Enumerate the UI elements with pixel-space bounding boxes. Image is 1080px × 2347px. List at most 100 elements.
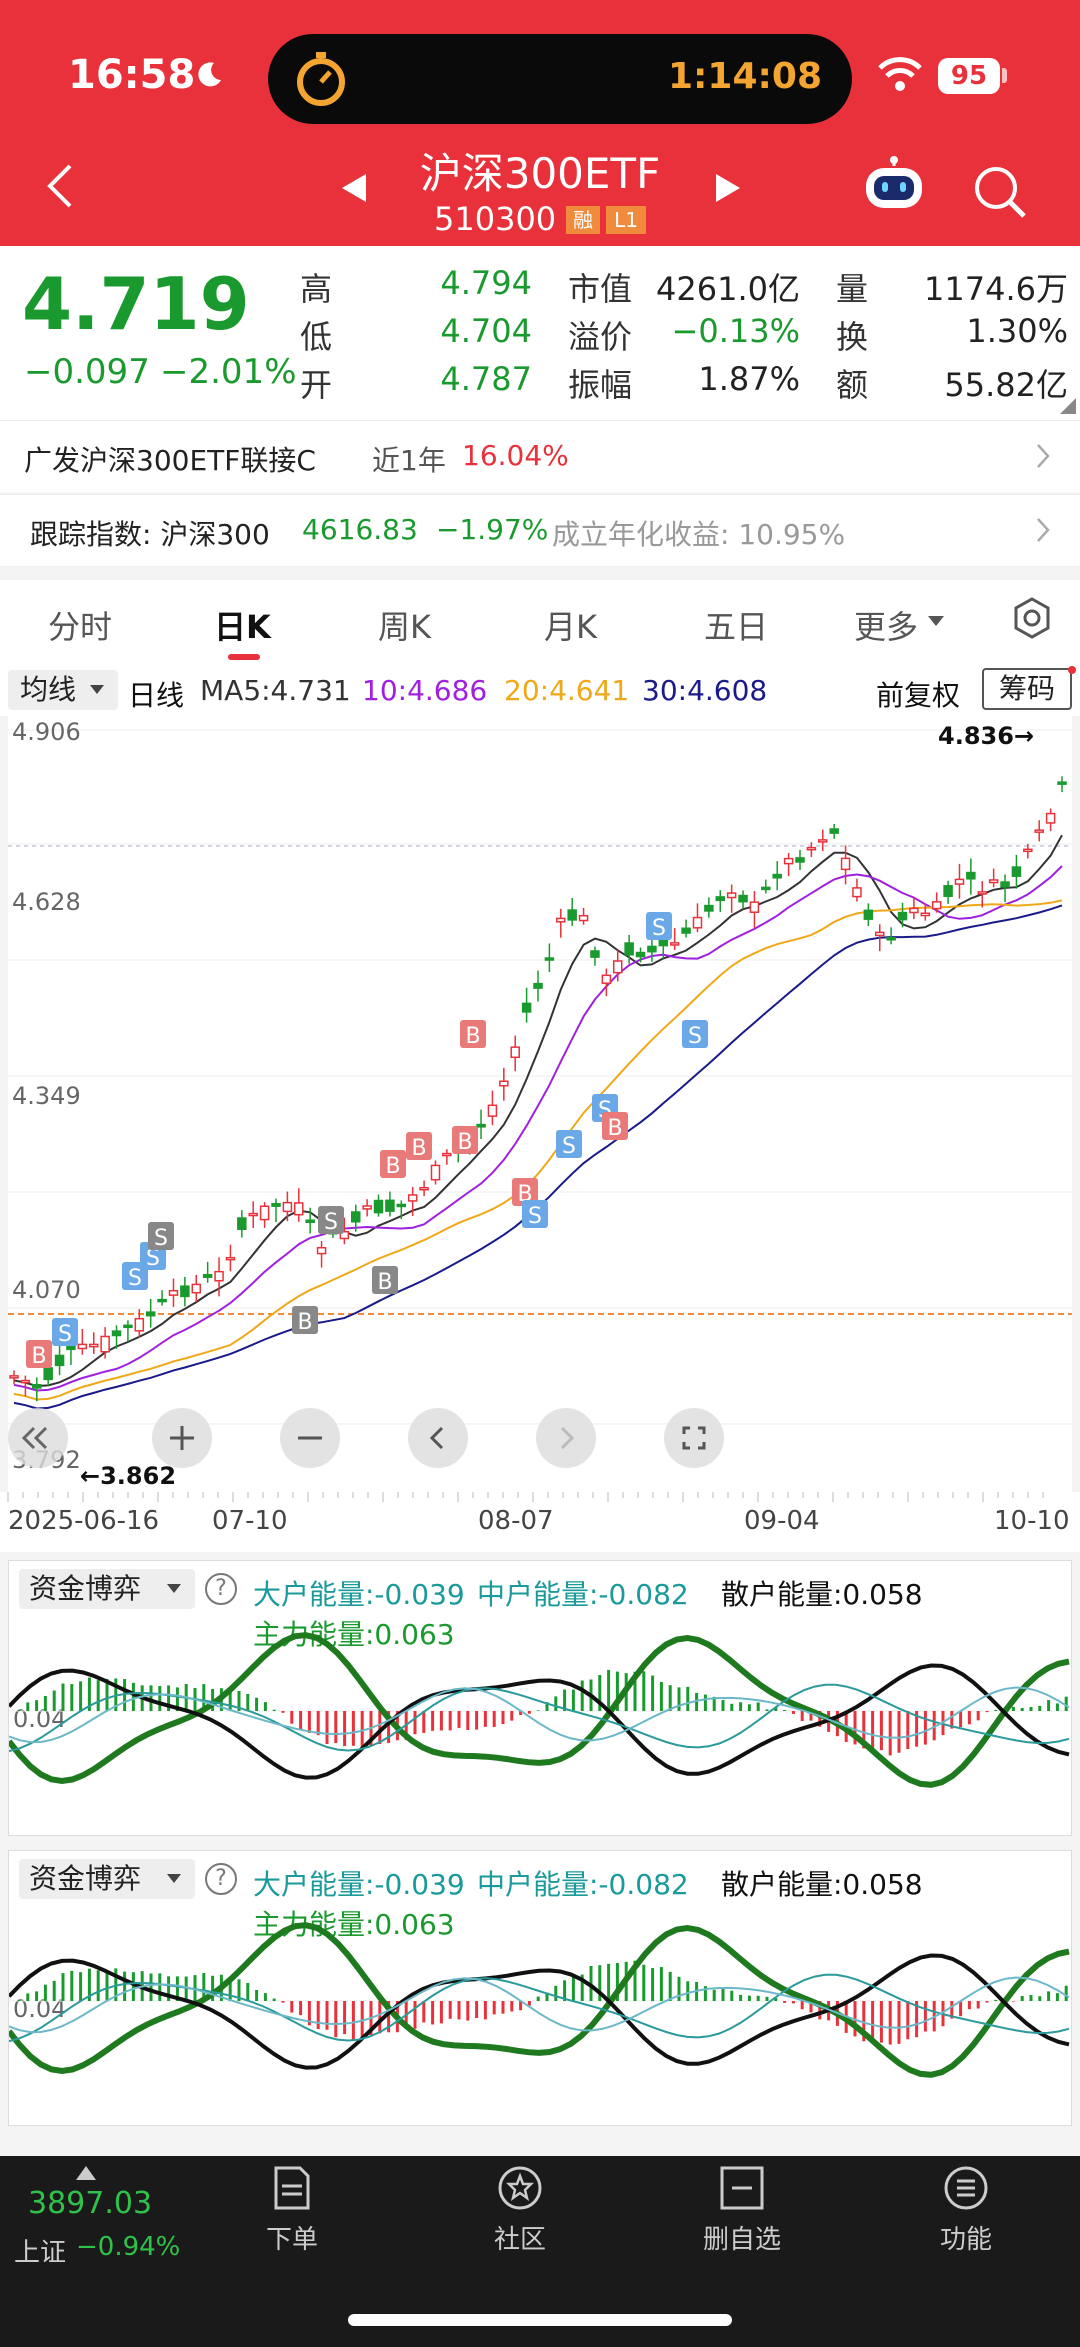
dynamic-island: 1:14:08 (268, 34, 852, 124)
candle-body (271, 1202, 281, 1207)
chip-distribution-button[interactable]: 筹码 (982, 668, 1072, 710)
tab-more[interactable]: 更多 (854, 608, 919, 646)
mid-energy-line (9, 1976, 1070, 2034)
candle-body (692, 916, 703, 929)
candle-body (578, 914, 589, 922)
capital-game-panel-2[interactable]: 资金博弈 ? 大户能量:-0.039 中户能量:-0.082 散户能量:0.05… (8, 1850, 1073, 2126)
marker-label: S (58, 1322, 72, 1347)
nav-remove-watchlist-label: 删自选 (702, 2225, 781, 2255)
quote-label: 市值 (568, 270, 633, 308)
candle-body (259, 1205, 270, 1221)
low-marker: ←3.862 (80, 1462, 177, 1490)
candle-body (362, 1205, 372, 1210)
buy-marker (292, 1306, 318, 1334)
candle-body (590, 950, 600, 958)
quote-value: 4.704 (440, 312, 532, 350)
chevron-right-icon (1037, 444, 1050, 468)
marker-label: B (31, 1344, 46, 1369)
gear-icon[interactable] (1010, 596, 1054, 640)
main-energy: 主力能量:0.063 (253, 1618, 455, 1651)
candle-body (9, 1375, 19, 1379)
nav-community[interactable]: 社区 (450, 2164, 590, 2256)
caret-down-icon (167, 1874, 181, 1883)
candle-body (738, 894, 748, 903)
ma20-line (13, 899, 1063, 1401)
candle-body (931, 901, 942, 910)
caret-up-icon (76, 2166, 96, 2180)
candle-body (647, 945, 657, 953)
candle-body (294, 1202, 304, 1216)
marker-label: S (562, 1134, 576, 1159)
candle-body (920, 912, 931, 917)
track-label: 跟踪指数: 沪深300 (30, 518, 270, 551)
minus-icon (298, 1436, 322, 1440)
date-label: 08-07 (478, 1506, 554, 1536)
candle-body (749, 901, 760, 913)
expand-corner-icon[interactable] (1060, 398, 1076, 414)
nav-functions[interactable]: 功能 (896, 2164, 1036, 2256)
nav-order[interactable]: 下单 (222, 2164, 362, 2256)
adjust-mode[interactable]: 前复权 (876, 679, 961, 712)
candle-body (556, 917, 566, 923)
marker-label: B (465, 1024, 480, 1049)
robot-assistant-icon[interactable] (862, 156, 926, 212)
prev-stock-icon[interactable] (340, 172, 368, 204)
capital-game-panel-1[interactable]: 资金博弈 ? 大户能量:-0.039 中户能量:-0.082 散户能量:0.05… (8, 1560, 1073, 1836)
fund-period: 近1年 (372, 444, 446, 477)
index-value[interactable]: 3897.03 (28, 2186, 153, 2221)
chevron-right-icon (560, 1426, 575, 1450)
y-label-4: 4.070 (12, 1276, 81, 1304)
candle-body (180, 1285, 190, 1298)
tab-daily-k[interactable]: 日K (214, 608, 271, 646)
scroll-right-button[interactable] (536, 1408, 596, 1468)
candle-body (544, 957, 555, 961)
nav-remove-watchlist[interactable]: 删自选 (672, 2164, 812, 2256)
nav-functions-label: 功能 (939, 2225, 992, 2255)
help-icon[interactable]: ? (205, 1573, 237, 1605)
tab-weekly-k[interactable]: 周K (378, 608, 431, 646)
candle-body (145, 1311, 156, 1317)
tracking-index-row[interactable]: 跟踪指数: 沪深300 4616.83 −1.97% 成立年化收益: 10.95… (0, 494, 1080, 566)
quote-value: 4.787 (440, 360, 532, 398)
tab-monthly-k[interactable]: 月K (544, 608, 597, 646)
home-indicator (348, 2314, 732, 2326)
buy-marker (380, 1150, 406, 1178)
fullscreen-button[interactable] (664, 1408, 724, 1468)
marker-label: S (652, 916, 666, 941)
indicator-select[interactable]: 均线 (8, 670, 118, 710)
candle-body (419, 1186, 429, 1191)
search-icon[interactable] (972, 164, 1028, 220)
indicator-select[interactable]: 资金博弈 (19, 1569, 195, 1609)
ma-legend-bar: 均线 日线 MA5:4.731 10:4.686 20:4.641 30:4.6… (0, 666, 1080, 716)
margin-tag: 融 (566, 206, 600, 234)
date-ticks (7, 1492, 1044, 1502)
marker-label: B (607, 1116, 622, 1141)
scroll-left-button[interactable] (408, 1408, 468, 1468)
period-tabs: 分时 日K 周K 月K 五日 更多 (0, 580, 1080, 666)
back-icon[interactable] (44, 162, 74, 210)
date-label: 2025-06-16 (8, 1506, 160, 1536)
battery-tip (1002, 68, 1007, 83)
candle-body (339, 1230, 350, 1240)
candle-body (1000, 881, 1010, 888)
indicator-select[interactable]: 资金博弈 (19, 1859, 195, 1899)
candle-body (624, 942, 634, 956)
menu-icon (944, 2166, 988, 2210)
candle-body (806, 846, 817, 851)
tab-five-day[interactable]: 五日 (704, 608, 769, 646)
sell-marker (148, 1222, 174, 1250)
zoom-in-button[interactable] (152, 1408, 212, 1468)
tab-intraday[interactable]: 分时 (48, 608, 113, 646)
candle-body (134, 1317, 145, 1332)
collapse-left-button[interactable] (8, 1408, 68, 1468)
next-stock-icon[interactable] (714, 172, 742, 204)
candle-body (88, 1343, 99, 1348)
zoom-out-button[interactable] (280, 1408, 340, 1468)
linked-fund-row[interactable]: 广发沪深300ETF联接C 近1年 16.04% (0, 420, 1080, 492)
quote-value: 1.87% (698, 360, 800, 398)
sell-marker (682, 1020, 708, 1048)
index-pct: −0.94% (76, 2232, 181, 2262)
date-label: 09-04 (744, 1506, 820, 1536)
help-icon[interactable]: ? (205, 1863, 237, 1895)
